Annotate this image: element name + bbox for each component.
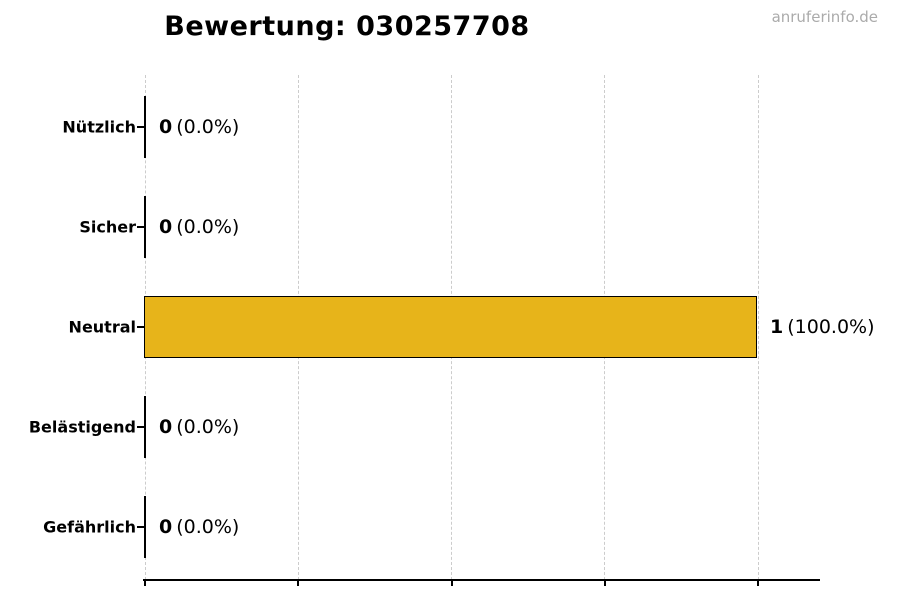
value-percent-gefaehrlich: (0.0%) [176,516,240,538]
value-percent-nuetzlich: (0.0%) [176,116,240,138]
bar-neutral [144,296,757,358]
category-label-neutral: Neutral [68,317,136,337]
row-gefaehrlich: Gefährlich 0 (0.0%) [0,477,900,577]
x-tick-025 [297,580,300,586]
value-count-belaestigend: 0 [159,416,173,438]
x-axis-line [143,579,820,581]
category-label-sicher: Sicher [79,217,136,237]
bar-belaestigend [144,396,146,458]
row-neutral: Neutral 1 (100.0%) [0,277,900,377]
bar-gefaehrlich [144,496,146,558]
x-tick-0 [144,580,146,586]
value-count-sicher: 0 [159,216,173,238]
value-label-belaestigend: 0 (0.0%) [159,416,239,438]
watermark-text: anruferinfo.de [771,8,878,26]
x-tick-075 [603,580,606,586]
x-tick-100 [757,580,759,586]
chart-title: Bewertung: 030257708 [164,11,530,42]
value-percent-belaestigend: (0.0%) [176,416,240,438]
row-nuetzlich: Nützlich 0 (0.0%) [0,77,900,177]
bar-nuetzlich [144,96,146,158]
row-belaestigend: Belästigend 0 (0.0%) [0,377,900,477]
category-label-belaestigend: Belästigend [28,417,136,437]
bar-sicher [144,196,146,258]
value-label-neutral: 1 (100.0%) [770,316,875,338]
y-tick-neutral [137,326,144,328]
value-label-gefaehrlich: 0 (0.0%) [159,516,239,538]
value-count-nuetzlich: 0 [159,116,173,138]
value-count-gefaehrlich: 0 [159,516,173,538]
category-label-nuetzlich: Nützlich [62,117,136,137]
y-tick-nuetzlich [137,126,144,128]
value-percent-neutral: (100.0%) [787,316,875,338]
value-label-sicher: 0 (0.0%) [159,216,239,238]
y-tick-sicher [137,226,144,228]
value-percent-sicher: (0.0%) [176,216,240,238]
value-count-neutral: 1 [770,316,784,338]
x-tick-050 [450,580,453,586]
gridline-100 [757,75,759,580]
value-label-nuetzlich: 0 (0.0%) [159,116,239,138]
category-label-gefaehrlich: Gefährlich [43,517,136,537]
y-tick-belaestigend [137,426,144,428]
y-tick-gefaehrlich [137,526,144,528]
row-sicher: Sicher 0 (0.0%) [0,177,900,277]
